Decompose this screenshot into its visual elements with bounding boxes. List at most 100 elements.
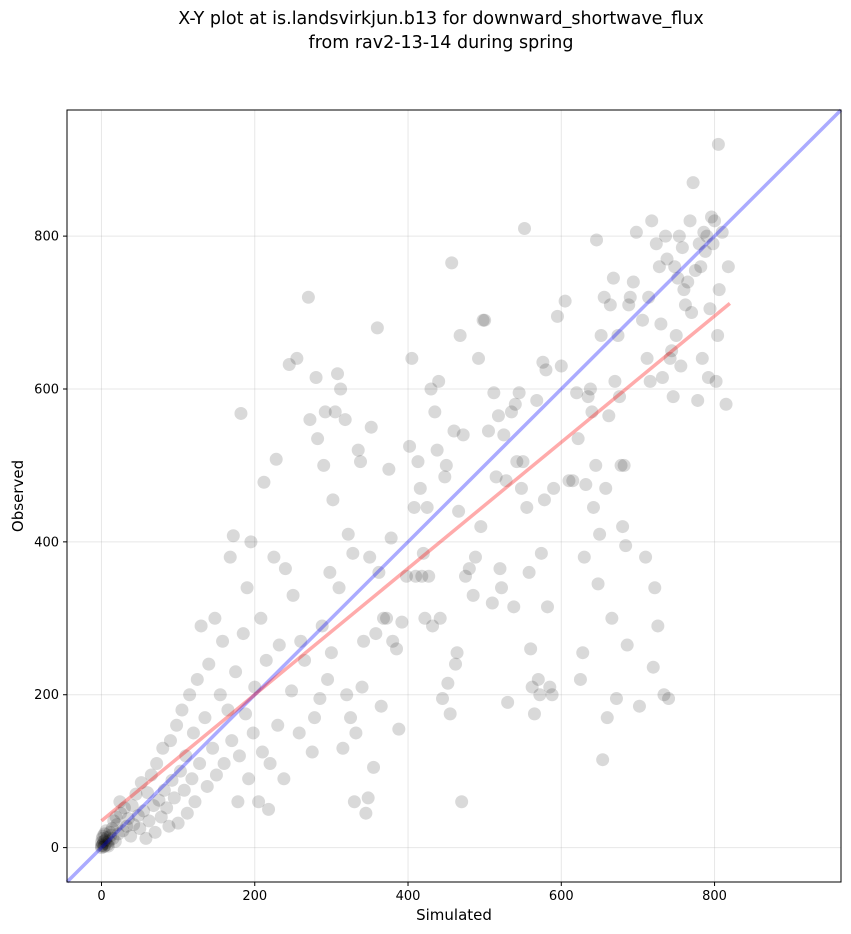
data-point-257	[599, 481, 613, 495]
data-point-141	[351, 443, 365, 457]
data-point-249	[586, 500, 600, 514]
data-point-144	[357, 634, 371, 648]
data-point-84	[229, 665, 243, 679]
data-point-318	[703, 302, 717, 316]
data-point-210	[501, 695, 515, 709]
data-point-314	[697, 225, 711, 239]
data-point-247	[583, 382, 597, 396]
data-point-54	[163, 734, 177, 748]
data-point-224	[530, 393, 544, 407]
data-point-166	[409, 569, 423, 583]
data-point-204	[489, 470, 503, 484]
data-point-175	[426, 619, 440, 633]
data-point-142	[354, 455, 368, 469]
data-point-118	[308, 711, 322, 725]
data-point-134	[338, 413, 352, 427]
data-point-281	[643, 374, 657, 388]
data-point-179	[433, 611, 447, 625]
data-point-69	[193, 757, 207, 771]
data-point-193	[458, 569, 472, 583]
data-point-313	[695, 351, 709, 365]
data-point-40	[137, 804, 151, 818]
data-point-315	[698, 244, 712, 258]
data-point-303	[677, 283, 691, 297]
data-point-324	[711, 137, 725, 151]
data-point-242	[573, 672, 587, 686]
data-point-65	[185, 772, 199, 786]
data-point-306	[683, 214, 697, 228]
data-point-301	[674, 359, 688, 373]
data-point-173	[422, 569, 436, 583]
identity-line	[65, 108, 843, 884]
data-point-121	[313, 692, 327, 706]
data-point-35	[127, 818, 141, 832]
data-point-317	[701, 371, 715, 385]
data-point-22	[110, 818, 124, 832]
data-point-203	[487, 386, 501, 400]
data-point-122	[315, 619, 329, 633]
data-point-143	[355, 680, 369, 694]
data-point-321	[708, 214, 722, 228]
reference-lines	[65, 108, 843, 884]
data-point-20	[105, 821, 119, 835]
data-point-10	[101, 838, 115, 852]
data-point-259	[602, 409, 616, 423]
data-point-287	[652, 260, 666, 274]
data-point-277	[636, 313, 650, 327]
data-point-275	[629, 225, 643, 239]
x-axis-ticks: 0 200 400 600 800	[97, 882, 727, 904]
data-point-229	[537, 493, 551, 507]
y-tick-label-0: 0	[51, 841, 59, 856]
data-point-271	[620, 638, 634, 652]
data-point-239	[566, 474, 580, 488]
data-point-74	[206, 741, 220, 755]
data-point-52	[160, 801, 174, 815]
data-point-253	[593, 527, 607, 541]
data-point-254	[594, 328, 608, 342]
data-point-246	[581, 390, 595, 404]
data-point-294	[663, 351, 677, 365]
data-point-148	[364, 420, 378, 434]
data-point-163	[403, 439, 417, 453]
data-point-66	[186, 726, 200, 740]
data-point-285	[649, 237, 663, 251]
x-tick-label-800: 800	[702, 889, 727, 904]
data-point-222	[525, 680, 539, 694]
data-point-226	[533, 688, 547, 702]
data-point-79	[217, 757, 231, 771]
data-point-83	[226, 529, 240, 543]
data-point-272	[622, 298, 636, 312]
data-point-263	[608, 374, 622, 388]
data-point-135	[340, 688, 354, 702]
data-point-128	[326, 493, 340, 507]
grid-lines	[67, 110, 841, 882]
data-point-13	[100, 831, 114, 845]
data-point-108	[282, 358, 296, 372]
data-point-217	[516, 455, 530, 469]
data-point-243	[576, 646, 590, 660]
data-point-227	[534, 546, 548, 560]
x-axis-label: Simulated	[416, 906, 492, 924]
data-point-231	[540, 600, 554, 614]
data-point-24	[107, 814, 121, 828]
data-point-63	[180, 806, 194, 820]
data-point-235	[550, 309, 564, 323]
data-point-115	[301, 290, 315, 304]
data-point-276	[632, 699, 646, 713]
data-point-155	[380, 611, 394, 625]
data-point-16	[98, 827, 112, 841]
data-point-127	[324, 646, 338, 660]
data-point-214	[510, 455, 524, 469]
data-point-67	[188, 795, 202, 809]
data-point-3	[94, 839, 108, 853]
data-point-311	[692, 237, 706, 251]
data-point-264	[609, 692, 623, 706]
y-axis-ticks: 0 200 400 600 800	[34, 230, 67, 856]
data-point-307	[685, 306, 699, 320]
data-point-30	[113, 795, 127, 809]
data-point-205	[491, 409, 505, 423]
data-point-50	[156, 741, 170, 755]
data-point-212	[507, 600, 521, 614]
data-point-282	[645, 214, 659, 228]
